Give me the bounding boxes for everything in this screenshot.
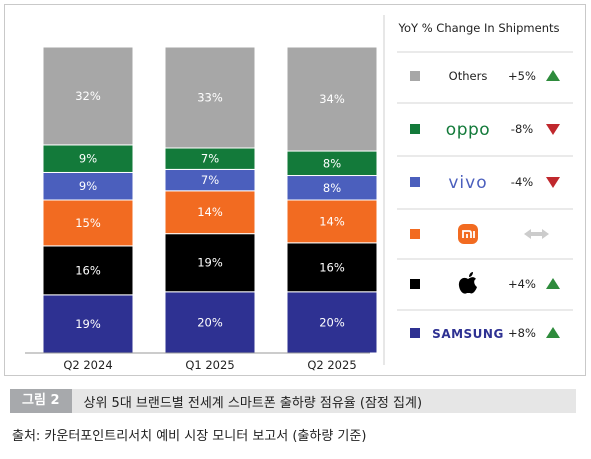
bar-segment-samsung [42, 294, 134, 354]
data-label-samsung: 19% [75, 317, 101, 331]
figure-source: 출처: 카운터포인트리서치 예비 시장 모니터 보고서 (출하량 기준) [12, 429, 367, 444]
data-label-oppo: 9% [79, 152, 97, 166]
trend-up-icon [546, 70, 560, 81]
data-label-oppo: 7% [201, 152, 219, 166]
data-label-apple: 19% [197, 256, 223, 270]
bar-segment-apple [42, 245, 134, 296]
samsung-logo: SAMSUNG [432, 327, 504, 341]
trend-down-icon [546, 177, 560, 188]
legend-change-others: +5% [508, 69, 536, 83]
data-label-vivo: 9% [79, 179, 97, 193]
data-label-apple: 16% [75, 263, 101, 277]
legend-change-apple: +4% [508, 277, 536, 291]
apple-logo [458, 272, 477, 294]
legend-swatch-vivo [410, 177, 420, 187]
data-label-apple: 16% [319, 260, 345, 274]
x-tick-label: Q2 2024 [63, 358, 112, 372]
bar-segment-samsung [286, 291, 378, 354]
bar-segment-vivo [42, 171, 134, 201]
trend-up-icon [546, 327, 560, 338]
bar-segment-apple [286, 242, 378, 293]
chart-figure: 19% 16% 15% 9% 9% 32% 20% 19% 14% 7% 7% 33% 20% 16% 14… [4, 4, 586, 376]
data-label-others: 33% [197, 90, 223, 104]
x-tick-label: Q1 2025 [185, 358, 234, 372]
legend-swatch-oppo [410, 124, 420, 134]
legend-swatch-others [410, 71, 420, 81]
legend-label-others: Others [449, 69, 488, 83]
legend-title: YoY % Change In Shipments [398, 21, 560, 35]
bar-segment-oppo [42, 144, 134, 173]
xiaomi-logo [458, 224, 478, 244]
data-label-xiaomi: 15% [75, 216, 101, 230]
data-label-vivo: 7% [201, 173, 219, 187]
trend-flat-icon [524, 229, 549, 239]
legend-change-oppo: -8% [511, 122, 533, 136]
data-label-xiaomi: 14% [319, 214, 345, 228]
data-label-xiaomi: 14% [197, 205, 223, 219]
bar-segment-xiaomi [164, 190, 256, 235]
stacked-bar-chart: 19% 16% 15% 9% 9% 32% 20% 19% 14% 7% 7% 33% 20% 16% 14… [25, 15, 573, 372]
legend-swatch-samsung [410, 328, 420, 338]
x-tick-label: Q2 2025 [307, 358, 356, 372]
bar-segment-others [164, 46, 256, 149]
trend-up-icon [546, 278, 560, 289]
legend-change-samsung: +8% [508, 326, 536, 340]
data-label-others: 34% [319, 92, 345, 106]
bar-segment-apple [164, 233, 256, 293]
bar-segment-xiaomi [286, 199, 378, 244]
vivo-logo: vivo [448, 173, 487, 193]
x-axis-ticks: Q2 2024 Q1 2025 Q2 2025 [63, 358, 356, 372]
data-label-oppo: 8% [323, 156, 341, 170]
figure-number: 그림 2 [10, 389, 72, 413]
bar-segment-oppo [286, 150, 378, 177]
data-label-vivo: 8% [323, 181, 341, 195]
bars-layer: 19% 16% 15% 9% 9% 32% 20% 19% 14% 7% 7% 33% 20% 16% 14… [42, 46, 378, 354]
bar-segment-vivo [286, 175, 378, 201]
bar-segment-others [286, 46, 378, 152]
trend-down-icon [546, 124, 560, 135]
oppo-logo: oppo [446, 120, 490, 140]
data-label-others: 32% [75, 89, 101, 103]
data-label-samsung: 20% [319, 315, 345, 329]
legend-swatch-apple [410, 279, 420, 289]
data-label-samsung: 20% [197, 315, 223, 329]
figure-caption-bar: 그림 2 상위 5대 브랜드별 전세계 스마트폰 출하량 점유율 (잠정 집계) [10, 389, 576, 413]
figure-title: 상위 5대 브랜드별 전세계 스마트폰 출하량 점유율 (잠정 집계) [83, 395, 423, 411]
bar-segment-others [42, 46, 134, 146]
legend: Others +5% oppo -8% vivo -4% +4% SAMSUNG +8% [397, 51, 573, 341]
legend-swatch-xiaomi [410, 229, 420, 239]
legend-change-vivo: -4% [511, 175, 533, 189]
